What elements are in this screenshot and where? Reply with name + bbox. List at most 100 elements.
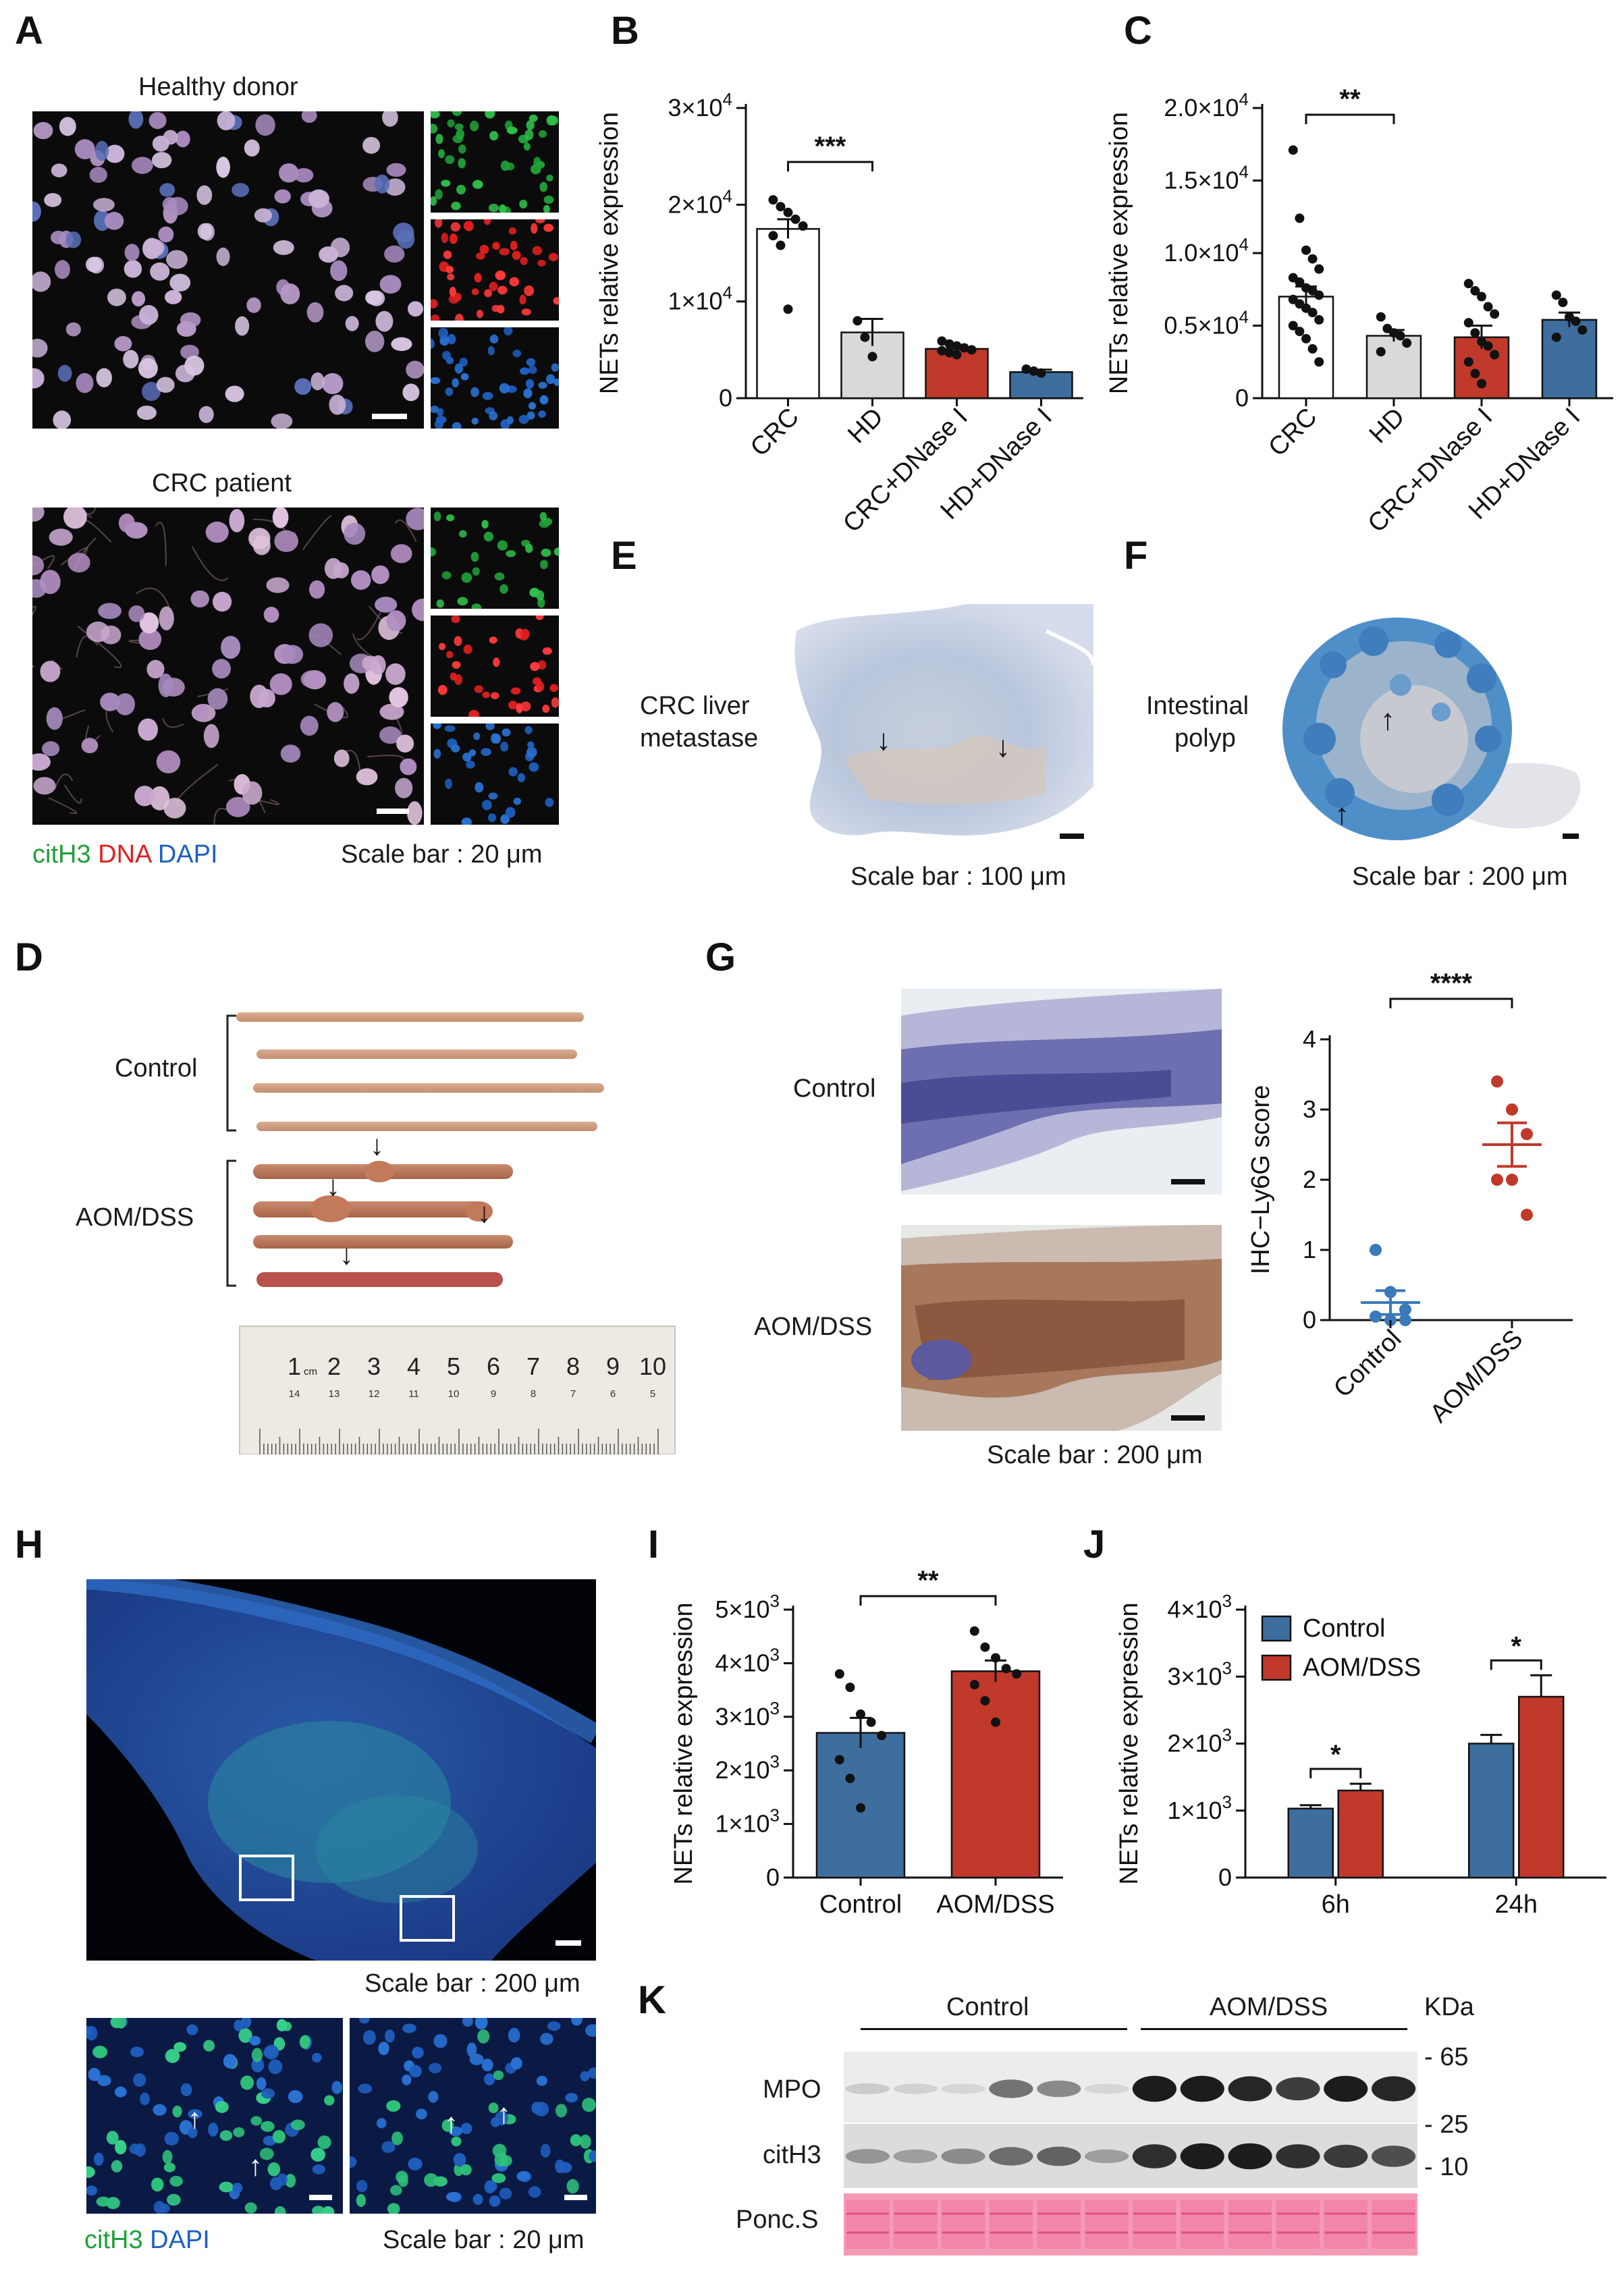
cell [251, 2058, 265, 2073]
cell [481, 2058, 493, 2072]
data-point [1558, 298, 1568, 308]
cell [489, 411, 498, 420]
cell [526, 379, 535, 389]
panel-h-scale-bar-top: Scale bar : 200 μm [364, 1969, 580, 1998]
cell [553, 547, 559, 556]
cell [469, 2053, 484, 2065]
cell [484, 2073, 495, 2085]
cell [402, 383, 420, 402]
cell [462, 2018, 473, 2027]
cell [537, 259, 546, 267]
cell [526, 411, 535, 420]
y-tick-label: 0 [1218, 1863, 1232, 1891]
cell [142, 381, 161, 402]
cell [254, 208, 272, 223]
cell [252, 535, 271, 555]
cell [412, 2046, 424, 2059]
data-point [1477, 379, 1486, 389]
cell [406, 508, 424, 530]
cell [225, 385, 244, 402]
cell [384, 178, 406, 196]
cell [431, 338, 435, 350]
y-tick-label: 1.0×104 [1164, 234, 1249, 267]
cell [385, 2029, 395, 2043]
cell [389, 2185, 402, 2196]
cell [116, 2018, 127, 2029]
panel-label-f: F [1124, 534, 1148, 578]
panel-a-legend: citH3 DNA DAPI [32, 840, 218, 869]
cell [152, 136, 169, 152]
cell [513, 797, 522, 805]
cell [406, 360, 424, 379]
data-point [1307, 344, 1318, 354]
cell [244, 2202, 257, 2214]
cell [125, 522, 148, 539]
cell [190, 590, 209, 608]
cell [268, 2059, 283, 2075]
cell [460, 2164, 472, 2176]
cell [535, 219, 545, 223]
cell [523, 388, 533, 399]
arrow-up-icon: ↑ [248, 2150, 263, 2181]
y-axis-label: NETs relative expression [670, 1602, 698, 1884]
cell [531, 2102, 542, 2114]
legend-dapi: DAPI [150, 2226, 210, 2254]
data-point [1314, 290, 1324, 300]
cell [232, 183, 250, 197]
ruler-bottom-number: 13 [329, 1388, 340, 1400]
cell [539, 559, 548, 570]
panel-g-aom-label: AOM/DSS [754, 1313, 873, 1341]
panel-h-scale-bar-bottom: Scale bar : 20 μm [383, 2226, 585, 2254]
cell [536, 590, 545, 601]
cell [538, 381, 547, 389]
cell [281, 645, 304, 664]
cell [453, 2153, 466, 2167]
cell [566, 2179, 579, 2194]
net-strand [61, 547, 88, 566]
cell [327, 702, 344, 722]
arrow-up-icon: ↑ [1334, 798, 1349, 831]
cell [543, 204, 550, 213]
data-point [1301, 333, 1311, 344]
data-point [1470, 328, 1480, 338]
cell [524, 285, 535, 296]
panel-label-b: B [611, 9, 639, 53]
data-point [768, 195, 778, 205]
cell [279, 163, 299, 183]
data-point [937, 346, 947, 356]
chart-g: 0 1 2 3 4 IHC−Ly6G score Control AOM/DSS **** [1247, 972, 1573, 1428]
cell [288, 2090, 303, 2104]
h-zoom-left-image: ↑ ↑ [86, 2018, 343, 2214]
cell [76, 373, 94, 393]
cell [32, 271, 51, 292]
ruler-bottom-number: 5 [650, 1388, 655, 1400]
cell [376, 2118, 387, 2129]
data-point [783, 304, 793, 315]
cell [32, 508, 45, 522]
net-strand [192, 546, 229, 581]
cell [495, 270, 506, 281]
cell [431, 547, 437, 557]
aom-group-line [1141, 2028, 1407, 2030]
panel-f-label-line2: polyp [1174, 724, 1236, 753]
cell [546, 374, 556, 385]
significance-bracket [1389, 997, 1513, 1008]
cell [485, 2181, 497, 2192]
y-tick-label: 2.0×104 [1164, 89, 1249, 121]
cell [32, 753, 51, 771]
cell [356, 2180, 368, 2193]
cell [506, 126, 518, 134]
cell [49, 528, 73, 546]
panel-label-a: A [15, 9, 43, 53]
data-point [867, 352, 877, 362]
cell [493, 657, 500, 667]
cell [505, 807, 516, 818]
panel-label-i: I [648, 1523, 659, 1566]
data-point [834, 1755, 844, 1765]
cell [555, 2159, 565, 2174]
scale-bar-line [372, 414, 407, 419]
cell [460, 2123, 472, 2135]
cell [451, 201, 461, 211]
cell [472, 180, 483, 189]
y-tick-label: 1 [1303, 1236, 1316, 1263]
